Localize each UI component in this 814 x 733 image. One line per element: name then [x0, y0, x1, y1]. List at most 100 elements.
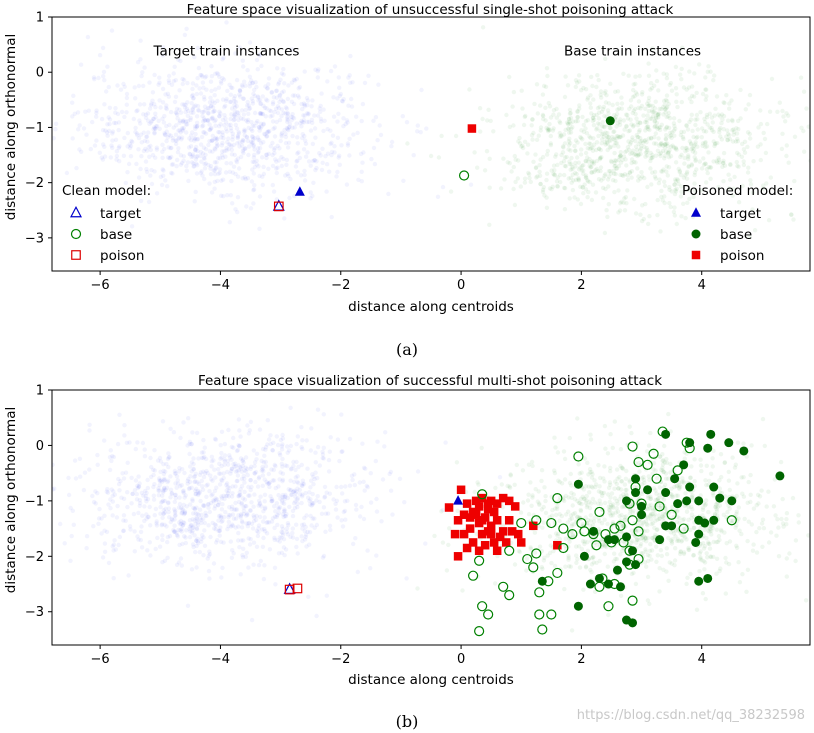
base-train-point: [603, 446, 608, 451]
base-train-point: [808, 158, 810, 163]
base-train-point: [703, 87, 708, 92]
target-train-point: [178, 110, 184, 115]
base-train-point: [730, 119, 735, 124]
base-train-point: [652, 119, 657, 124]
base-train-point: [641, 533, 646, 539]
poisoned-poison-marker: [498, 527, 508, 536]
target-train-point: [161, 490, 166, 495]
target-train-point: [156, 486, 161, 491]
target-train-point: [175, 116, 180, 121]
target-train-point: [84, 534, 90, 539]
base-train-point: [467, 87, 472, 92]
poisoned-base-marker: [739, 446, 749, 456]
base-train-point: [650, 109, 655, 115]
target-train-point: [246, 431, 252, 436]
target-train-point: [142, 102, 147, 107]
base-train-point: [650, 170, 655, 175]
target-train-point: [210, 115, 215, 120]
poisoned-poison-marker: [465, 524, 475, 533]
target-train-point: [153, 126, 158, 131]
base-train-point: [661, 469, 666, 475]
target-train-point: [280, 477, 286, 482]
target-train-point: [285, 119, 290, 124]
target-train-point: [249, 78, 254, 83]
base-train-point: [599, 141, 604, 146]
target-train-point: [202, 104, 208, 109]
target-train-point: [209, 190, 215, 195]
base-train-point: [576, 178, 582, 183]
base-train-point: [722, 163, 728, 168]
base-train-point: [686, 188, 691, 193]
base-train-point: [675, 178, 681, 183]
target-train-point: [94, 138, 99, 143]
base-train-point: [491, 129, 496, 134]
base-train-point: [721, 150, 727, 156]
poisoned-base-marker: [670, 474, 680, 484]
target-train-point: [184, 130, 189, 135]
base-train-point: [645, 552, 650, 558]
base-train-point: [765, 121, 770, 127]
target-train-point: [287, 504, 292, 510]
target-train-point: [187, 534, 193, 540]
poisoned-base-marker: [661, 429, 671, 439]
target-train-point: [152, 102, 157, 107]
target-train-point: [90, 493, 95, 499]
target-train-point: [116, 542, 121, 548]
target-train-point: [339, 143, 344, 148]
target-train-point: [177, 88, 182, 93]
target-train-point: [276, 506, 282, 512]
target-train-point: [243, 554, 248, 559]
base-train-point: [574, 553, 579, 558]
base-train-point: [657, 485, 662, 490]
base-train-point: [508, 473, 513, 478]
x-tick-label: 4: [698, 278, 706, 293]
target-train-point: [252, 87, 257, 93]
base-train-point: [611, 502, 616, 507]
clean-base-marker: [651, 473, 662, 484]
target-train-point: [199, 478, 204, 484]
legend-item-label: target: [100, 206, 141, 222]
target-train-point: [0, 38, 1, 42]
base-train-point: [707, 478, 712, 484]
base-train-point: [709, 532, 714, 537]
base-train-point: [635, 537, 640, 542]
base-train-point: [654, 124, 660, 130]
target-train-point: [251, 144, 256, 149]
target-train-point: [211, 168, 216, 173]
base-train-point: [554, 106, 559, 112]
target-train-point: [184, 26, 189, 31]
base-train-point: [708, 554, 714, 560]
base-train-point: [744, 454, 749, 459]
target-train-point: [267, 128, 272, 134]
base-train-point: [638, 541, 644, 547]
base-train-point: [691, 147, 697, 152]
target-train-point: [104, 529, 110, 535]
target-train-point: [227, 453, 232, 458]
base-train-point: [606, 504, 611, 509]
base-train-point: [715, 504, 720, 510]
base-train-point: [598, 475, 603, 481]
base-train-point: [557, 130, 562, 136]
base-train-point: [538, 157, 543, 162]
base-train-point: [759, 521, 765, 526]
target-train-point: [160, 522, 165, 527]
target-train-point: [212, 179, 217, 185]
target-train-point: [300, 481, 305, 486]
clean-base-marker: [528, 562, 539, 573]
target-train-point: [265, 418, 270, 423]
clean-base-marker: [576, 517, 587, 529]
base-train-point: [566, 142, 572, 148]
target-train-point: [194, 171, 200, 176]
base-train-point: [618, 487, 624, 492]
target-train-point: [361, 516, 367, 522]
base-train-point: [592, 478, 597, 483]
target-train-point: [285, 450, 290, 455]
target-train-point: [138, 537, 143, 543]
base-train-point: [636, 135, 641, 140]
base-train-point: [561, 449, 567, 454]
target-train-point: [195, 539, 200, 544]
base-train-point: [667, 187, 672, 192]
target-train-point: [301, 147, 307, 152]
target-train-point: [286, 125, 291, 130]
